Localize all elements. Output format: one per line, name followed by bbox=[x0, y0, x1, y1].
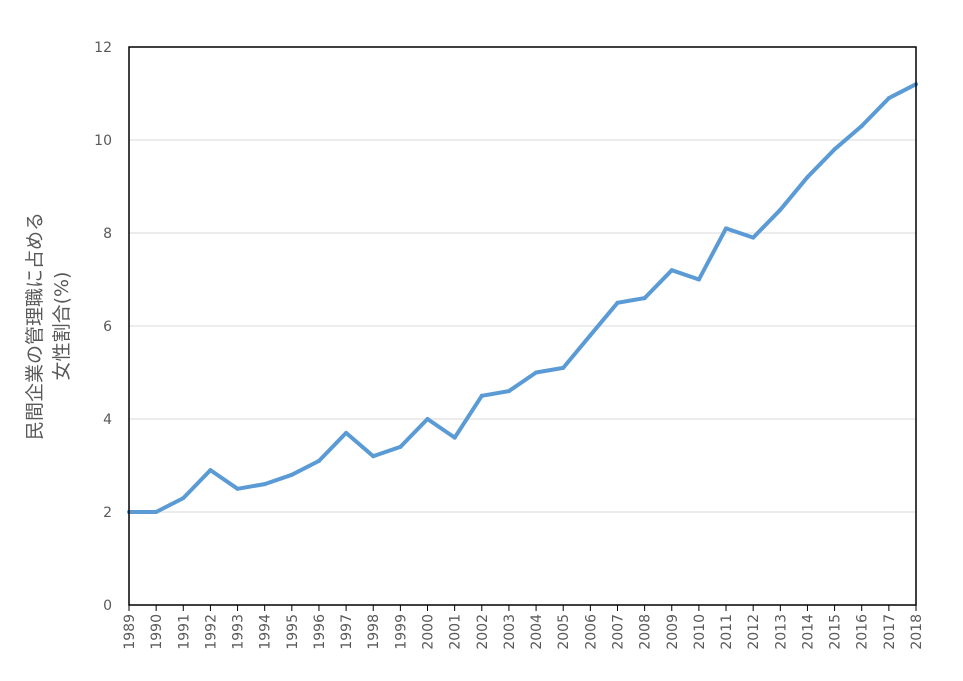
x-tick-label: 2016 bbox=[855, 614, 871, 650]
data-point bbox=[724, 226, 729, 231]
y-tick-label: 0 bbox=[103, 598, 112, 614]
y-tick-label: 8 bbox=[103, 226, 112, 242]
x-tick-label: 1998 bbox=[366, 614, 382, 650]
x-tick-label: 2017 bbox=[882, 614, 898, 650]
data-point bbox=[561, 365, 566, 370]
x-tick-label: 1994 bbox=[258, 614, 274, 650]
x-tick-label: 2007 bbox=[610, 614, 626, 650]
y-tick-label: 2 bbox=[103, 505, 112, 521]
x-tick-label: 2013 bbox=[773, 614, 789, 650]
data-point bbox=[371, 454, 376, 459]
x-tick-label: 2010 bbox=[692, 614, 708, 650]
x-tick-label: 1989 bbox=[122, 614, 138, 650]
y-tick-labels: 0 2 4 6 8 10 12 bbox=[94, 40, 112, 614]
data-point bbox=[479, 393, 484, 398]
x-tick-label: 2008 bbox=[638, 614, 654, 650]
x-tick-label: 2001 bbox=[448, 614, 464, 650]
x-tick-label: 2009 bbox=[665, 614, 681, 650]
data-point bbox=[208, 468, 213, 473]
x-tick-label: 1995 bbox=[285, 614, 301, 650]
x-tick-label: 2005 bbox=[556, 614, 572, 650]
x-tick-label: 1990 bbox=[149, 614, 165, 650]
x-tick-label: 1996 bbox=[312, 614, 328, 650]
y-axis-label-line-1: 民間企業の管理職に占める bbox=[24, 212, 46, 440]
data-point bbox=[154, 510, 159, 514]
plot-area-frame bbox=[128, 46, 917, 606]
data-point bbox=[615, 300, 620, 305]
data-point bbox=[534, 370, 539, 375]
data-point bbox=[181, 496, 186, 501]
data-point bbox=[588, 333, 593, 338]
data-point bbox=[316, 458, 321, 463]
data-point bbox=[805, 175, 810, 180]
data-point bbox=[235, 486, 240, 491]
data-point bbox=[642, 296, 647, 301]
data-point bbox=[751, 235, 756, 240]
x-tick-label: 2003 bbox=[502, 614, 518, 650]
x-tick-label: 2002 bbox=[475, 614, 491, 650]
x-tick-label: 2006 bbox=[583, 614, 599, 650]
x-tick-label: 1992 bbox=[203, 614, 219, 650]
data-point bbox=[832, 147, 837, 152]
x-tick-label: 1997 bbox=[339, 614, 355, 650]
data-point bbox=[778, 207, 783, 212]
x-tick-label: 2015 bbox=[828, 614, 844, 650]
data-point bbox=[425, 417, 430, 421]
data-point bbox=[506, 389, 511, 394]
data-point bbox=[669, 268, 674, 273]
data-point bbox=[344, 430, 349, 435]
x-tick-label: 2000 bbox=[421, 614, 437, 650]
gridlines bbox=[129, 139, 916, 513]
data-point bbox=[398, 444, 403, 449]
y-tick-label: 6 bbox=[103, 319, 112, 335]
y-axis-label-line-2: 女性割合(%) bbox=[51, 272, 73, 381]
data-point bbox=[452, 435, 457, 440]
data-point bbox=[262, 482, 267, 487]
x-tick-label: 2004 bbox=[529, 614, 545, 650]
x-tick-label: 2012 bbox=[746, 614, 762, 650]
series-group bbox=[127, 82, 918, 514]
y-tick-label: 4 bbox=[103, 412, 112, 428]
data-point bbox=[859, 124, 864, 129]
x-tick-label: 1993 bbox=[231, 614, 247, 650]
x-tick-label: 2018 bbox=[909, 614, 925, 650]
series-line bbox=[127, 82, 918, 514]
x-tick-labels: 1989 1990 1991 1992 1993 1994 1995 1996 1997 1998… bbox=[122, 605, 925, 650]
x-tick-label: 1991 bbox=[176, 614, 192, 650]
y-tick-label: 10 bbox=[94, 133, 112, 149]
y-tick-label: 12 bbox=[94, 40, 112, 56]
x-tick-label: 2011 bbox=[719, 614, 735, 650]
x-tick-label: 1999 bbox=[393, 614, 409, 650]
data-point bbox=[696, 277, 701, 282]
x-tick-label: 2014 bbox=[800, 614, 816, 650]
data-point bbox=[886, 96, 891, 101]
data-point bbox=[289, 472, 294, 477]
